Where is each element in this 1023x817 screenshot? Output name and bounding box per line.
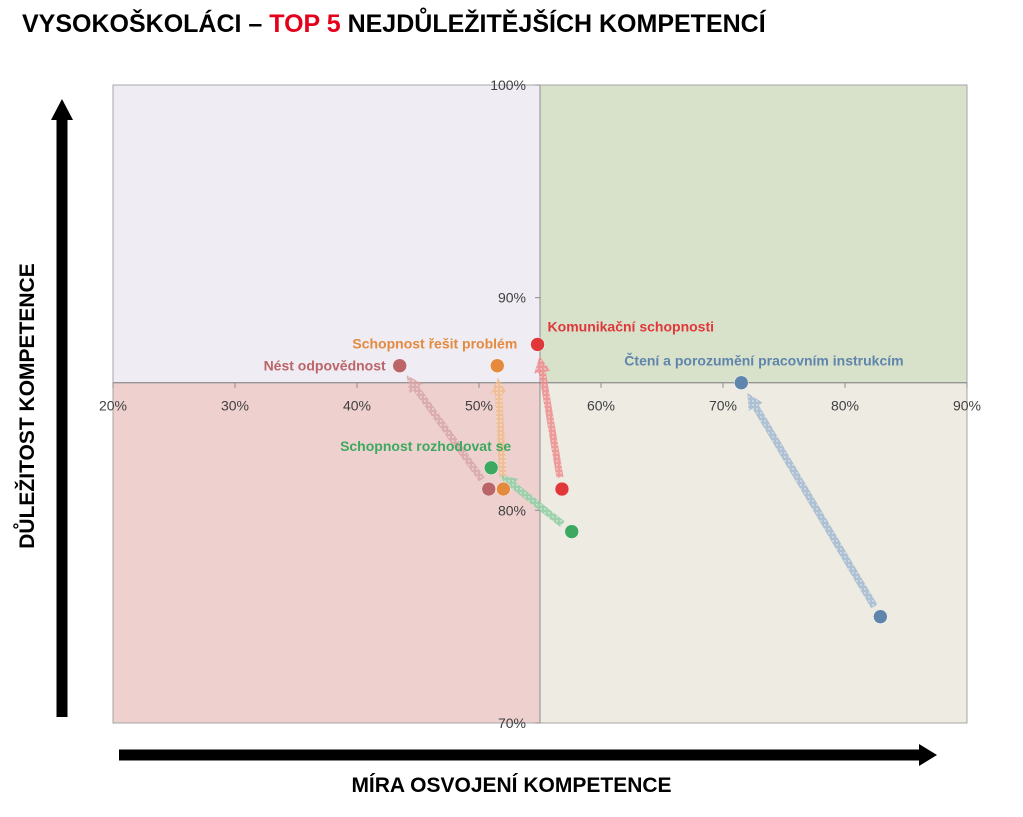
arrow-schopnost-rozhodovat-se: [500, 475, 565, 527]
arrow-komunikacni-schopnosti: [534, 356, 564, 478]
axes: 20% 30% 40% 50% 60% 70% 80% 90% 70% 80% 90% 100%: [99, 77, 981, 731]
quadrant-backgrounds: [112, 84, 968, 724]
point-start-schopnost-rozhodovat-se: [564, 524, 579, 539]
label-cteni-a-porozumeni-pracovnim-instrukcim: Čtení a porozumění pracovním instrukcím: [624, 352, 903, 369]
movement-arrows: [406, 356, 878, 609]
arrow-nest-odpovednost: [406, 375, 485, 482]
x-tick-label: 40%: [343, 398, 371, 414]
arrow-schopnost-resit-problem: [490, 377, 507, 478]
y-tick-label: 100%: [490, 77, 526, 93]
arrow-texture: [534, 356, 564, 478]
point-start-cteni-a-porozumeni-pracovnim-instrukcim: [873, 609, 888, 624]
data-points: [392, 337, 888, 624]
label-schopnost-resit-problem: Schopnost řešit problém: [352, 336, 517, 352]
arrow-texture: [406, 375, 485, 482]
point-labels: Komunikační schopnosti Schopnost řešit pr…: [264, 318, 904, 453]
x-tick-label: 20%: [99, 398, 127, 414]
x-tick-label: 90%: [953, 398, 981, 414]
point-end-cteni-a-porozumeni-pracovnim-instrukcim: [734, 375, 749, 390]
point-end-schopnost-rozhodovat-se: [483, 460, 499, 476]
point-end-komunikacni-schopnosti: [530, 337, 545, 352]
label-komunikacni-schopnosti: Komunikační schopnosti: [548, 318, 714, 334]
chart-title: VYSOKOŠKOLÁCI – TOP 5 NEJDŮLEŽITĚJŠÍCH K…: [22, 10, 766, 39]
arrow-texture: [490, 377, 507, 478]
y-direction-arrow-head: [51, 99, 73, 120]
axis-direction-arrows: [51, 99, 937, 766]
quadrant-bottom-left: [112, 382, 541, 724]
point-end-nest-odpovednost: [392, 358, 407, 373]
x-tick-label: 30%: [221, 398, 249, 414]
x-direction-arrow-head: [919, 744, 937, 766]
label-nest-odpovednost: Nést odpovědnost: [264, 358, 386, 374]
point-start-nest-odpovednost: [481, 481, 497, 497]
arrow-texture: [747, 393, 878, 609]
title-prefix: VYSOKOŠKOLÁCI –: [22, 10, 263, 38]
arrow-texture: [500, 475, 565, 527]
point-start-schopnost-resit-problem: [496, 481, 511, 497]
point-start-komunikacni-schopnosti: [554, 481, 570, 497]
x-tick-label: 60%: [587, 398, 615, 414]
y-tick-label: 80%: [498, 502, 526, 518]
y-tick-label: 70%: [498, 715, 526, 731]
x-tick-label: 80%: [831, 398, 859, 414]
title-suffix: NEJDŮLEŽITĚJŠÍCH KOMPETENCÍ: [347, 10, 766, 38]
x-tick-label: 70%: [709, 398, 737, 414]
quadrant-top-right: [539, 84, 968, 384]
quadrant-bottom-right: [539, 382, 968, 724]
y-tick-label: 90%: [498, 290, 526, 306]
x-axis-title: MÍRA OSVOJENÍ KOMPETENCE: [351, 774, 672, 797]
x-tick-label: 50%: [465, 398, 493, 414]
label-schopnost-rozhodovat-se: Schopnost rozhodovat se: [340, 438, 511, 454]
point-end-schopnost-resit-problem: [490, 358, 505, 373]
title-highlight: TOP 5: [269, 10, 341, 38]
arrow-cteni-a-porozumeni-pracovnim-instrukcim: [747, 393, 878, 609]
